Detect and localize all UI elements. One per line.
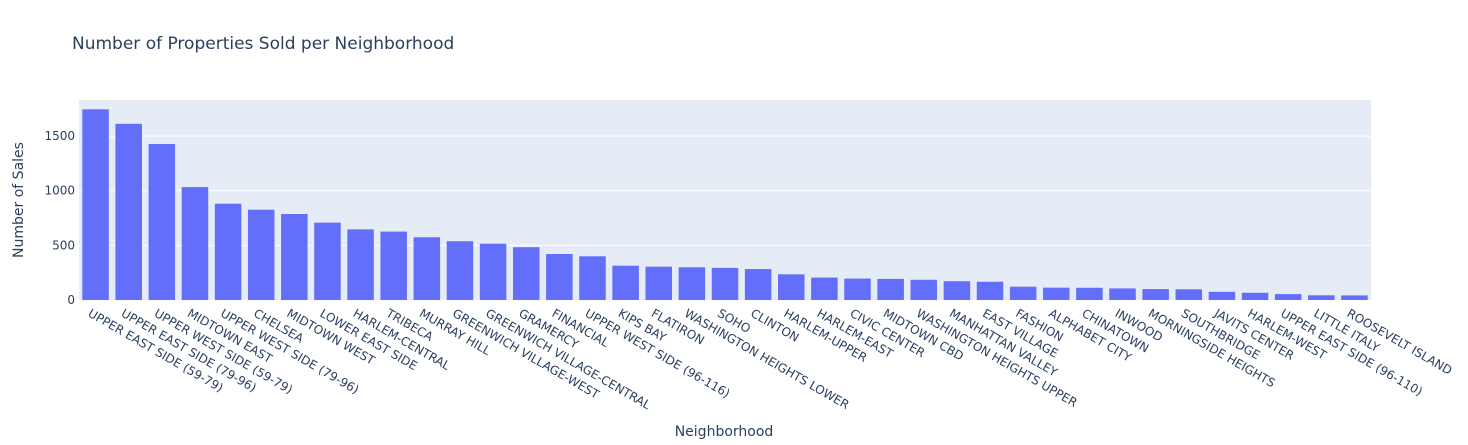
x-axis-ticks: UPPER EAST SIDE (59-79)UPPER EAST SIDE (… [86, 306, 1455, 413]
chart-title: Number of Properties Sold per Neighborho… [72, 34, 454, 54]
bar [1076, 287, 1103, 300]
bar [645, 266, 672, 300]
bar [976, 281, 1004, 300]
bar [148, 144, 176, 300]
bar [181, 187, 209, 300]
y-tick-label: 1000 [44, 184, 75, 198]
bar [281, 213, 308, 300]
y-tick-label: 1500 [44, 129, 75, 143]
bar [247, 209, 275, 300]
bar [479, 243, 507, 300]
y-tick-label: 0 [67, 293, 75, 307]
bar [1175, 289, 1203, 300]
bar [1142, 289, 1169, 300]
bar [1208, 291, 1236, 300]
bar [413, 237, 441, 300]
bar [844, 278, 871, 300]
bar [877, 278, 904, 300]
bar [446, 241, 474, 300]
bar [82, 109, 109, 301]
bar [1241, 292, 1269, 300]
y-axis-ticks: 0 500 1000 1500 [44, 129, 75, 307]
bar [347, 229, 374, 300]
bar [1109, 288, 1136, 300]
bar [744, 269, 772, 300]
bar [612, 265, 639, 300]
bar [910, 279, 938, 300]
bar [115, 123, 142, 300]
bar [546, 253, 573, 300]
bar [1341, 295, 1368, 300]
bar [1308, 295, 1335, 300]
bar [314, 222, 341, 300]
bar [380, 231, 407, 300]
bar [811, 277, 838, 300]
bar [943, 281, 971, 300]
bar [778, 274, 805, 300]
bar [678, 267, 706, 300]
bar [1274, 294, 1302, 300]
bar [711, 267, 739, 300]
bar [579, 256, 606, 300]
bar [1043, 287, 1070, 300]
bar [214, 203, 242, 300]
x-axis-title: Neighborhood [675, 424, 774, 440]
bar [512, 247, 540, 300]
bar [1009, 286, 1037, 300]
bars [82, 109, 1368, 301]
y-axis-title: Number of Sales [11, 142, 27, 258]
y-tick-label: 500 [52, 238, 75, 252]
